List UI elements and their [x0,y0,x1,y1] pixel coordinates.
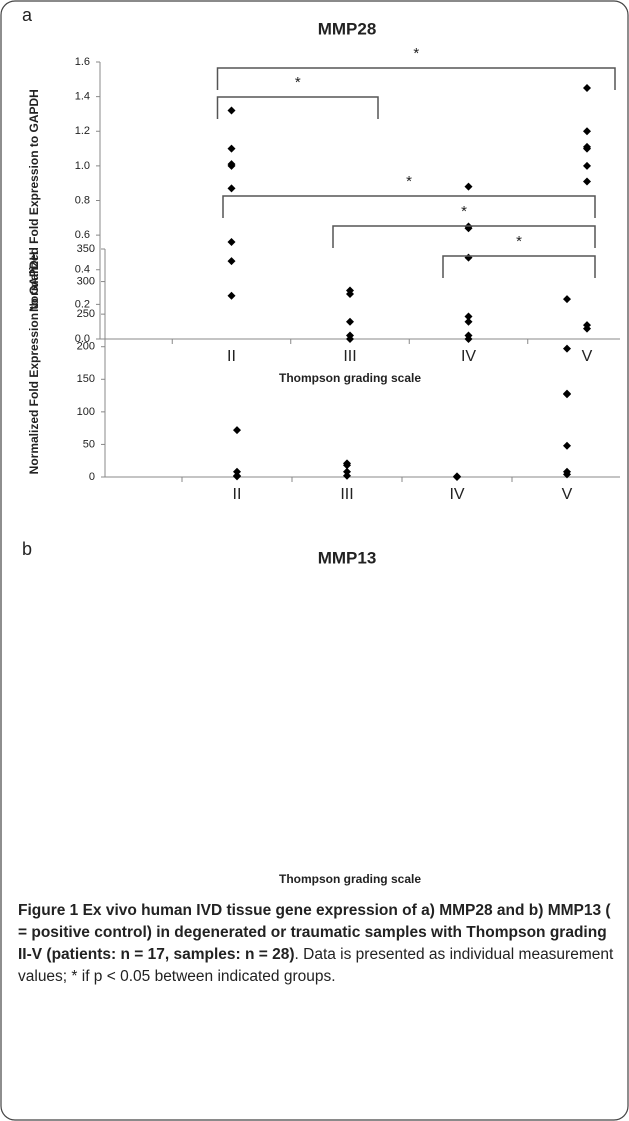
point [464,253,473,262]
y-tick-label: 1.0 [75,160,90,172]
x-tick-label: III [343,348,356,365]
point [464,317,473,326]
x-tick-label: IV [449,486,464,503]
y-tick-label: 0.0 [75,333,90,345]
point [464,312,473,321]
point [227,257,236,266]
chart-title: MMP13 [318,548,377,567]
significance-bracket [222,195,596,218]
point [583,324,591,333]
x-tick-label: V [582,348,593,365]
y-axis-label: Normalized Fold Expression to GAPDH [27,89,41,312]
point [563,390,571,399]
point [233,472,241,481]
panel-label: a [22,5,33,25]
y-tick-label: 0.2 [75,298,90,310]
y-axis-label: Normalized Fold Expression to GAPDH [27,252,41,475]
point [563,295,571,304]
panel-label: b [22,539,32,559]
point [583,83,591,92]
y-tick-label: 50 [83,438,95,450]
point [563,344,571,353]
y-tick-label: 0.6 [75,229,90,241]
x-tick-label: V [562,486,573,503]
point [227,161,236,170]
point [227,184,236,193]
point [227,106,236,115]
y-tick-label: 300 [77,275,95,287]
point [563,470,571,479]
y-tick-label: 150 [77,373,95,385]
caption-text: . Data is presented as individual measur… [18,946,614,985]
y-tick-label: 0 [89,471,95,483]
significance-star: * [413,45,419,62]
y-tick-label: 200 [77,341,95,353]
caption-bold: Figure 1 Ex vivo human IVD tissue gene e… [18,902,611,963]
y-tick-label: 350 [77,243,95,255]
significance-bracket [332,225,596,248]
point [583,144,591,153]
significance-star: * [516,233,522,250]
point [464,182,473,191]
significance-bracket [442,255,596,278]
caption: Figure 1 Ex vivo human IVD tissue gene e… [18,900,614,988]
x-tick-label: II [233,486,242,503]
x-axis-label: Thompson grading scale [279,371,421,385]
point [227,144,236,153]
y-tick-label: 1.4 [75,91,90,103]
point [583,161,591,170]
y-tick-label: 100 [77,406,95,418]
point [563,441,571,450]
point [583,177,591,186]
point [343,461,351,470]
point [583,127,591,136]
y-tick-label: 0.8 [75,194,90,206]
y-tick-label: 0.4 [75,264,90,276]
point [227,291,236,300]
significance-star: * [406,173,412,190]
point [346,289,354,298]
point [346,335,354,343]
y-tick-label: 1.2 [75,125,90,137]
y-tick-label: 250 [77,308,95,320]
x-tick-label: IV [461,348,476,365]
point [227,238,236,247]
point [233,426,241,435]
point [346,317,354,326]
y-tick-label: 1.6 [75,56,90,68]
point [453,473,461,481]
x-axis-label: Thompson grading scale [279,872,421,886]
significance-star: * [461,203,467,220]
significance-bracket [216,67,616,90]
significance-bracket [216,96,379,119]
x-tick-label: II [227,348,236,365]
chart-title: MMP28 [318,19,377,38]
x-tick-label: III [340,486,353,503]
point [343,471,351,480]
point [464,335,473,343]
significance-star: * [295,74,301,91]
